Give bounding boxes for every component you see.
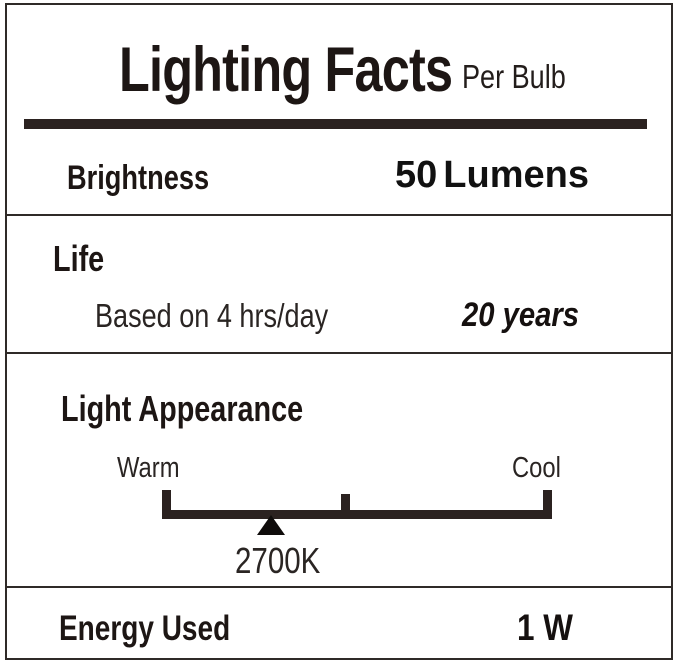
life-label: Life <box>53 238 105 279</box>
energy-used-value: 1 W <box>517 607 573 648</box>
title-rule-divider <box>24 119 647 129</box>
energy-used-label: Energy Used <box>59 609 231 648</box>
brightness-label: Brightness <box>67 159 210 197</box>
light-appearance-kelvin-value: 2700K <box>235 540 321 581</box>
scale-tick-cool-end <box>543 490 552 519</box>
light-appearance-cool-label: Cool <box>512 452 561 484</box>
light-appearance-label: Light Appearance <box>61 388 304 429</box>
section-divider-life-appearance <box>7 352 671 354</box>
color-temperature-scale <box>162 490 552 535</box>
brightness-value-number: 50 <box>395 154 438 196</box>
scale-bar <box>162 510 552 519</box>
light-appearance-warm-label: Warm <box>117 452 180 484</box>
life-value: 20 years <box>462 296 580 334</box>
title-block: Lighting Facts Per Bulb <box>7 33 671 107</box>
section-divider-brightness-life <box>7 214 671 216</box>
scale-tick-midpoint <box>340 494 350 519</box>
section-divider-appearance-energy <box>7 586 671 588</box>
life-basis-text: Based on 4 hrs/day <box>95 297 329 334</box>
title-subtitle: Per Bulb <box>462 58 566 95</box>
label-panel: Lighting Facts Per Bulb Brightness 50 Lum… <box>5 3 673 660</box>
scale-marker-triangle-icon <box>257 515 286 535</box>
brightness-value-unit: Lumens <box>443 154 589 196</box>
scale-tick-warm-end <box>162 490 171 519</box>
page-title: Lighting Facts <box>119 35 453 105</box>
brightness-value: 50 Lumens <box>395 151 589 199</box>
